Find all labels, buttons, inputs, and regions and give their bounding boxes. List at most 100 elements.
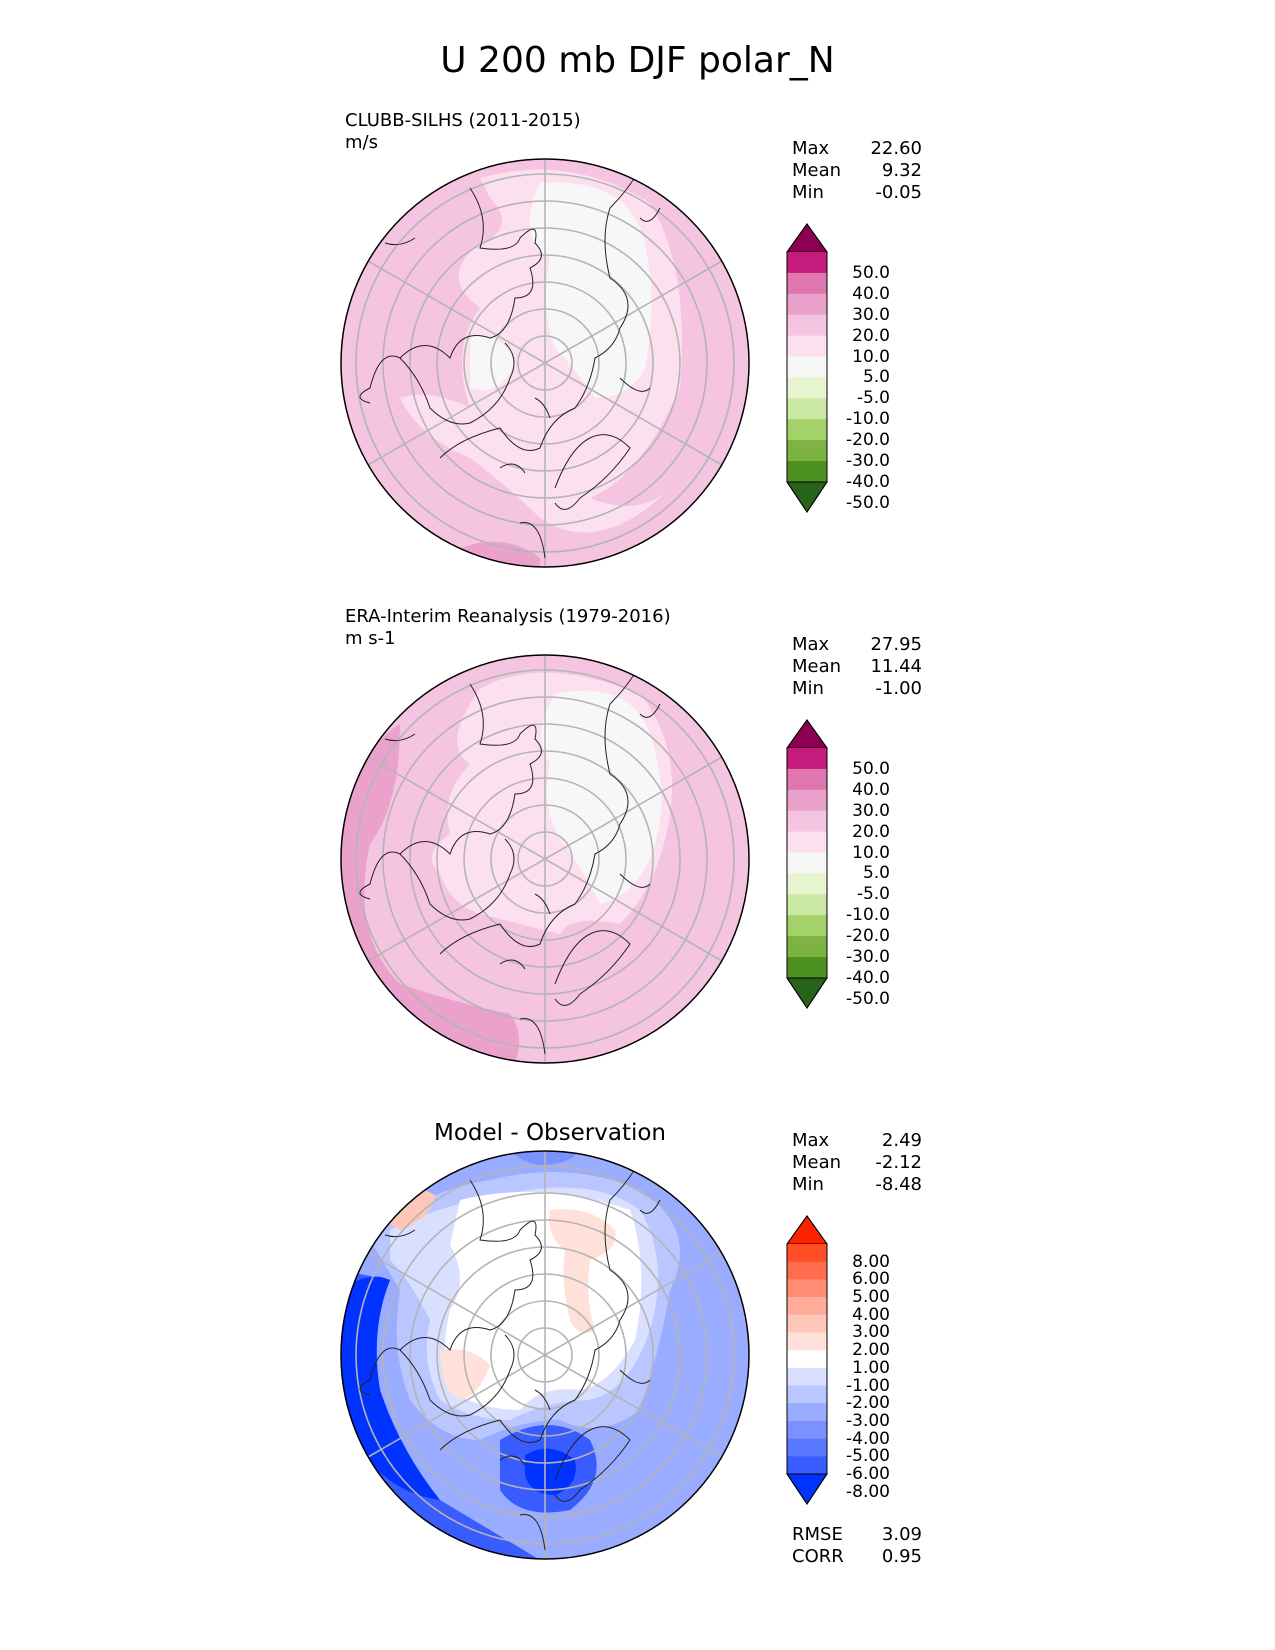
colorbar-segment — [787, 748, 827, 770]
stat-max: 27.95 — [870, 634, 922, 655]
panel-units: m s-1 — [345, 628, 396, 649]
colorbar-tick-label: 5.0 — [862, 863, 890, 884]
colorbar-segment — [787, 356, 827, 378]
colorbar-segment — [787, 272, 827, 295]
stat-min: -0.05 — [875, 182, 922, 203]
polar-map-difference — [340, 1150, 750, 1560]
colorbar-tick-label: 5.00 — [852, 1287, 890, 1308]
stat-mean: -2.12 — [875, 1152, 922, 1173]
colorbar-segment — [787, 1385, 827, 1404]
colorbar-segment — [787, 1420, 827, 1440]
colorbar-tick-label: 40.0 — [852, 779, 890, 800]
colorbar-tick-label: -50.0 — [846, 988, 890, 1009]
colorbar-tick-label: -4.00 — [846, 1428, 890, 1449]
colorbar-tick-label: -20.0 — [846, 926, 890, 947]
colorbar-tick-label: -40.0 — [846, 472, 890, 492]
colorbar-segment — [787, 398, 827, 420]
colorbar-tick-label: -3.00 — [846, 1410, 890, 1431]
panel-model: CLUBB-SILHS (2011-2015) m/s — [0, 0, 1275, 568]
colorbar-tick-label: 30.0 — [852, 800, 890, 821]
colorbar-extend-min — [786, 977, 828, 1009]
colorbar-tick-label: -10.0 — [846, 905, 890, 926]
field-strong-negative — [341, 1276, 440, 1500]
stat-min: -1.00 — [875, 678, 922, 699]
colorbar-tick-label: -20.0 — [846, 430, 890, 451]
colorbar-segment — [787, 1332, 827, 1351]
field-positive — [440, 1349, 490, 1400]
map-boundary — [340, 158, 750, 568]
field-low-region — [470, 335, 515, 391]
colorbar-extend-max — [786, 1215, 828, 1245]
colorbar-segment — [787, 1438, 827, 1457]
colorbar-tick-label: -5.0 — [856, 388, 890, 409]
colorbar-tick-label: -50.0 — [846, 492, 890, 513]
colorbar-segment — [787, 1244, 827, 1263]
colorbar-segment — [787, 894, 827, 916]
colorbar-tick-label: 10.0 — [852, 346, 890, 367]
field-positive — [549, 1209, 616, 1334]
graticule — [355, 655, 735, 1063]
colorbar — [786, 1215, 828, 1505]
colorbar-segment — [787, 1403, 827, 1422]
colorbar-tick-label: 5.0 — [862, 367, 890, 388]
panel-observation: ERA-Interim Reanalysis (1979-2016) m s-1 — [0, 0, 1275, 1064]
colorbar-tick-label: 20.0 — [852, 325, 890, 346]
polar-map-model — [340, 158, 750, 568]
colorbar-tick-label: 2.00 — [852, 1340, 890, 1361]
colorbar-tick-label: 40.0 — [852, 283, 890, 304]
colorbar-tick-label: 10.0 — [852, 842, 890, 863]
stat-min: -8.48 — [875, 1174, 922, 1195]
panel-title: Model - Observation — [433, 1120, 667, 1146]
stats-box: Max 22.60 Mean 9.32 Min -0.05 — [792, 138, 922, 203]
coastlines — [359, 663, 661, 1055]
figure-title: U 200 mb DJF polar_N — [440, 40, 835, 81]
graticule — [355, 159, 735, 567]
graticule — [355, 1151, 735, 1559]
colorbar-segment — [787, 440, 827, 462]
colorbar-segment — [787, 873, 827, 895]
colorbar-tick-label: -30.0 — [846, 947, 890, 968]
colorbar-segment — [787, 810, 827, 833]
colorbar-tick-label: -6.00 — [846, 1464, 890, 1484]
colorbar-segment — [787, 936, 827, 958]
colorbar-segment — [787, 768, 827, 791]
colorbar-segment — [787, 377, 827, 399]
stats-box: Max 27.95 Mean 11.44 Min -1.00 — [792, 634, 922, 699]
colorbar-tick-label: 30.0 — [852, 304, 890, 325]
colorbar-segment — [787, 461, 827, 483]
colorbar-tick-label: -2.00 — [846, 1393, 890, 1414]
metric-rmse: 3.09 — [881, 1524, 922, 1545]
colorbar-segment — [787, 1367, 827, 1387]
map-boundary — [340, 1150, 750, 1560]
colorbar-segment — [787, 314, 827, 337]
colorbar-tick-label: 4.00 — [852, 1304, 890, 1325]
colorbar-segment — [787, 1456, 827, 1475]
stat-mean: 11.44 — [870, 656, 922, 677]
stat-max: 22.60 — [870, 138, 922, 159]
colorbar-segment — [787, 1279, 827, 1298]
polar-map-observation — [340, 654, 750, 1064]
colorbar-segment — [787, 852, 827, 874]
panel-title: CLUBB-SILHS (2011-2015) — [345, 110, 581, 131]
colorbar-tick-label: 50.0 — [852, 758, 890, 779]
colorbar-tick-label: 1.00 — [852, 1357, 890, 1378]
colorbar-outline — [786, 719, 828, 1009]
colorbar-extend-min — [786, 481, 828, 513]
colorbar-segment — [787, 957, 827, 979]
colorbar-segment — [787, 831, 827, 854]
colorbar-segment — [787, 789, 827, 812]
stats-box: Max 2.49 Mean -2.12 Min -8.48 — [792, 1130, 922, 1195]
coastlines — [359, 1159, 661, 1551]
field-low-region — [529, 182, 652, 398]
colorbar-outline — [786, 1215, 828, 1505]
colorbar-tick-label: 50.0 — [852, 262, 890, 283]
colorbar-segment — [787, 1297, 827, 1316]
colorbar-segment — [787, 1350, 827, 1369]
colorbar-tick-label: 3.00 — [852, 1322, 890, 1343]
colorbar-segment — [787, 419, 827, 441]
colorbar — [786, 719, 828, 1009]
colorbar-segment — [787, 293, 827, 316]
colorbar-outline — [786, 223, 828, 513]
map-boundary — [340, 654, 750, 1064]
colorbar-extend-min — [786, 1473, 828, 1505]
